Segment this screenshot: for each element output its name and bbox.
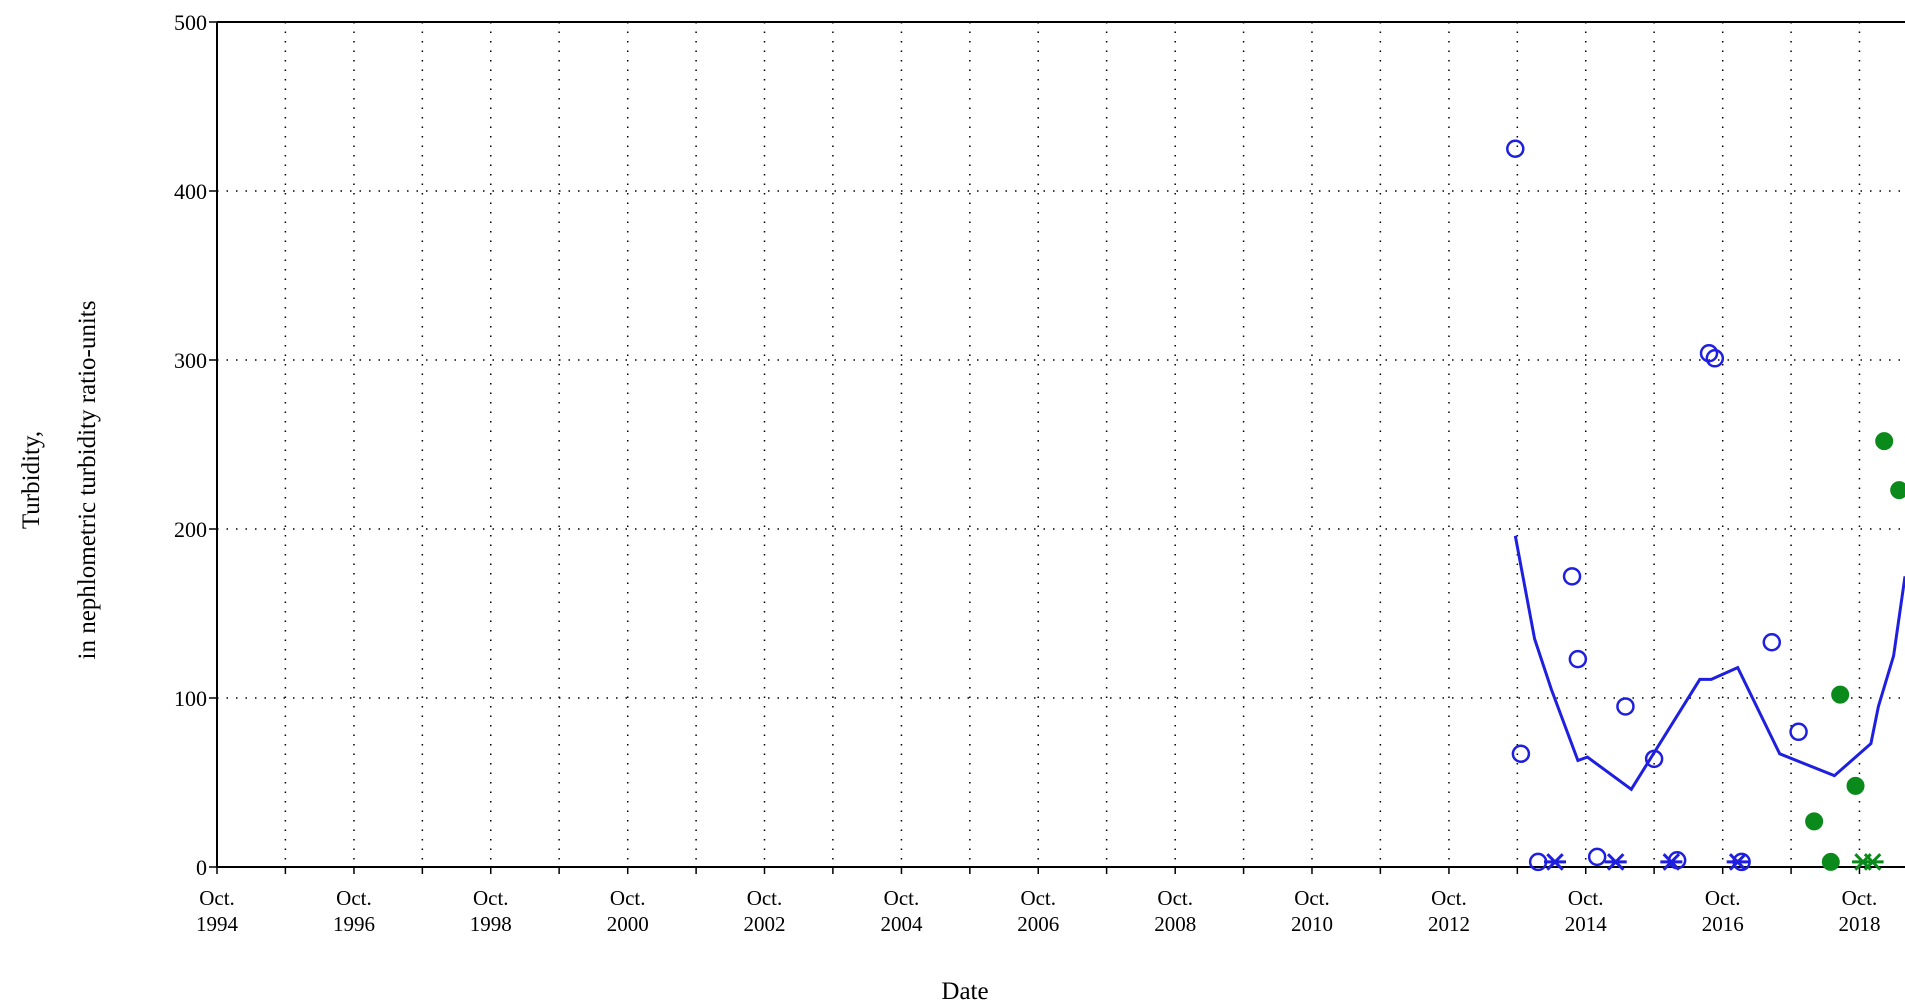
x-tick-label: Oct. 2014 <box>1565 886 1608 936</box>
x-tick-label-line-2: 1994 <box>196 912 239 936</box>
x-tick-label: Oct. 1998 <box>470 886 512 936</box>
grid-lines <box>217 21 1905 867</box>
data-point-filled-circle <box>1890 481 1905 500</box>
data-point-open-circle <box>1762 632 1782 652</box>
data-point-open-circle <box>1511 744 1531 764</box>
axes <box>209 21 1905 874</box>
data-point-filled-circle <box>1821 852 1840 871</box>
x-tick-label-line-1: Oct. <box>1705 886 1741 910</box>
y-axis-label: Turbidity, in nephlometric turbidity rat… <box>0 0 120 1008</box>
x-tick-label: Oct. 2002 <box>743 886 785 936</box>
x-tick-label: Oct. 2006 <box>1017 886 1059 936</box>
x-tick-label: Oct. 2004 <box>880 886 923 936</box>
x-tick-label-line-2: 2010 <box>1291 912 1333 936</box>
data-point-open-circle <box>1616 697 1635 716</box>
x-tick-label-line-1: Oct. <box>1568 886 1604 910</box>
x-tick-label-line-1: Oct. <box>473 886 509 910</box>
data-point-open-circle <box>1789 722 1808 742</box>
x-tick-label-line-2: 2012 <box>1428 912 1470 936</box>
data-point-asterisk <box>1861 853 1884 871</box>
x-tick-label: Oct. 1994 <box>196 886 239 936</box>
y-axis-label-line-1: Turbidity, <box>18 430 45 530</box>
data-point-filled-circle <box>1805 812 1824 831</box>
x-tick-label-line-1: Oct. <box>884 886 920 910</box>
data-point-asterisk <box>1604 853 1627 871</box>
data-point-open-circle <box>1506 139 1525 158</box>
y-axis-label-line-2: in nephlometric turbidity ratio-units <box>74 300 101 660</box>
data-point-filled-circle <box>1831 685 1850 704</box>
y-tick-label: 0 <box>196 855 207 880</box>
x-tick-label: Oct. 2000 <box>607 886 649 936</box>
x-tick-label-line-1: Oct. <box>1431 886 1467 910</box>
data-marks <box>1506 139 1905 872</box>
x-tick-label-line-2: 2006 <box>1017 912 1059 936</box>
x-tick-label-line-2: 1998 <box>470 912 512 936</box>
x-tick-label-line-2: 2002 <box>743 912 785 936</box>
data-point-asterisk <box>1544 853 1566 871</box>
data-point-open-circle <box>1562 567 1582 586</box>
data-point-asterisk <box>1660 853 1683 871</box>
x-tick-label: Oct. 2016 <box>1702 886 1744 936</box>
x-tick-label: Oct. 1996 <box>333 886 375 936</box>
x-tick-label: Oct. 2008 <box>1154 886 1196 936</box>
y-tick-label: 400 <box>174 179 207 204</box>
x-tick-label: Oct. 2010 <box>1291 886 1333 936</box>
x-tick-label-line-1: Oct. <box>1842 886 1878 910</box>
x-tick-label-line-1: Oct. <box>1294 886 1330 910</box>
x-tick-label-line-1: Oct. <box>610 886 646 910</box>
x-tick-label: Oct. 2018 <box>1838 886 1880 936</box>
data-point-asterisk <box>1726 853 1749 871</box>
y-tick-label: 200 <box>174 517 207 542</box>
x-tick-label-line-2: 2018 <box>1838 912 1880 936</box>
data-point-open-circle <box>1587 847 1607 867</box>
data-point-filled-circle <box>1875 432 1894 451</box>
trend-line <box>1513 535 1905 792</box>
data-point-open-circle <box>1568 649 1588 669</box>
y-tick-label: 100 <box>174 686 207 711</box>
x-tick-label-line-1: Oct. <box>199 886 235 910</box>
x-tick-label-line-1: Oct. <box>1157 886 1193 910</box>
x-tick-label-line-2: 2016 <box>1702 912 1744 936</box>
x-tick-label-line-2: 2008 <box>1154 912 1196 936</box>
x-tick-label-line-2: 2004 <box>880 912 923 936</box>
x-tick-label-line-2: 2000 <box>607 912 649 936</box>
x-tick-label-line-1: Oct. <box>1020 886 1056 910</box>
data-point-filled-circle <box>1846 776 1865 795</box>
data-point-open-circle <box>1705 349 1725 368</box>
x-tick-label-line-2: 1996 <box>333 912 375 936</box>
data-point-open-circle <box>1699 343 1719 363</box>
x-tick-label-line-2: 2014 <box>1565 912 1608 936</box>
x-tick-label: Oct. 2012 <box>1428 886 1470 936</box>
x-axis-label: Date <box>941 978 989 1005</box>
x-tick-label-line-1: Oct. <box>747 886 783 910</box>
x-tick-label-line-1: Oct. <box>336 886 372 910</box>
y-tick-label: 300 <box>174 348 207 373</box>
y-tick-label: 500 <box>174 10 207 35</box>
